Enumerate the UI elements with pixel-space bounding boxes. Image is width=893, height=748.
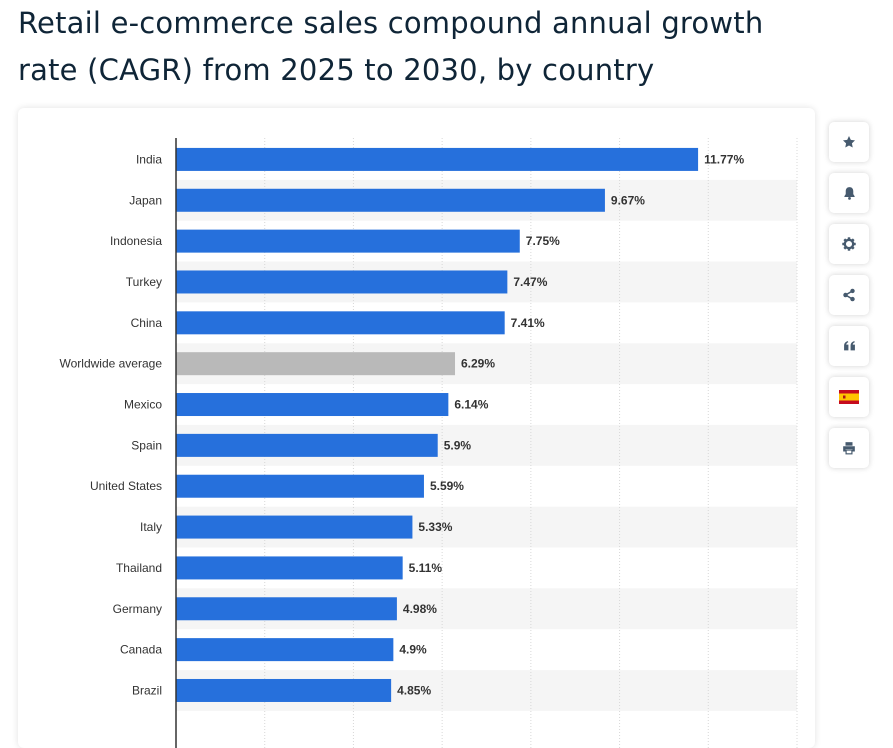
value-label: 7.47% [513,275,547,289]
notification-button[interactable] [829,173,869,213]
chart-toolbar [829,122,871,479]
category-label: Mexico [124,398,162,412]
share-button[interactable] [829,275,869,315]
category-label: Japan [129,193,162,207]
bell-icon [843,187,855,200]
language-button[interactable] [829,377,869,417]
settings-button[interactable] [829,224,869,264]
bar[interactable] [176,678,392,702]
star-icon [842,136,856,148]
value-label: 6.29% [461,357,495,371]
value-label: 4.85% [397,683,431,697]
cite-button[interactable] [829,326,869,366]
bar[interactable] [176,147,699,171]
bar[interactable] [176,433,438,457]
bar[interactable] [176,311,505,335]
page-title: Retail e-commerce sales compound annual … [18,6,764,87]
bar-chart: India 11.77% Japan 9.67% Indonesia 7.75% Turke… [60,138,798,748]
bar[interactable] [176,638,394,662]
bar[interactable] [176,515,413,539]
spain-flag-icon [839,390,859,404]
bar[interactable] [176,474,424,498]
category-label: China [131,316,163,330]
bar[interactable] [176,229,520,253]
category-label: Germany [113,602,162,616]
bar[interactable] [176,270,508,294]
bar[interactable] [176,188,605,212]
quote-icon [843,341,855,351]
print-button[interactable] [829,428,869,468]
category-label: Thailand [116,561,162,575]
category-label: Worldwide average [60,357,163,371]
value-label: 5.33% [418,520,452,534]
favorite-button[interactable] [829,122,869,162]
value-label: 7.41% [511,316,545,330]
bar[interactable] [176,597,397,621]
bar[interactable] [176,393,449,417]
category-label: Spain [131,438,162,452]
category-label: Canada [120,643,162,657]
category-label: Indonesia [110,234,162,248]
category-label: Italy [140,520,162,534]
printer-icon [843,442,855,455]
value-label: 6.14% [454,398,488,412]
share-icon [843,288,855,302]
value-label: 4.98% [403,602,437,616]
value-label: 5.9% [444,438,472,452]
bar[interactable] [176,556,403,580]
value-label: 9.67% [611,193,645,207]
value-label: 11.77% [704,152,744,166]
chart-card: India 11.77% Japan 9.67% Indonesia 7.75% Turke… [18,108,815,748]
bar[interactable] [176,352,456,376]
gear-icon [842,237,856,251]
category-label: India [136,152,162,166]
value-label: 5.11% [409,561,443,575]
category-label: Brazil [132,683,162,697]
category-label: Turkey [126,275,162,289]
category-label: United States [90,479,162,493]
value-label: 7.75% [526,234,560,248]
value-label: 5.59% [430,479,464,493]
value-label: 4.9% [399,643,427,657]
